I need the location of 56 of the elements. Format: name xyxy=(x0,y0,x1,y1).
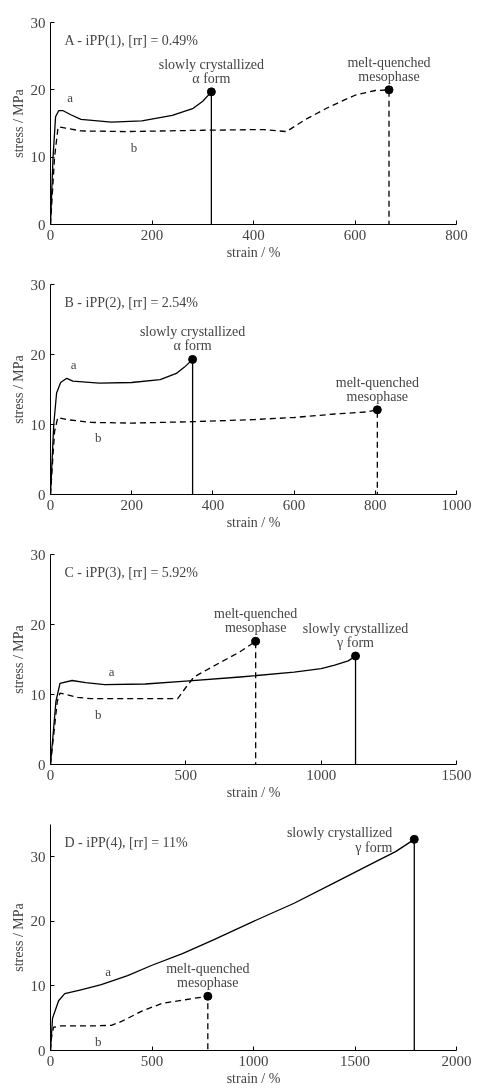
x-tick-label: 600 xyxy=(343,226,367,243)
x-tick-label: 800 xyxy=(364,496,387,513)
annotation: melt-quenched mesophase xyxy=(335,374,419,404)
series-label: b xyxy=(130,139,138,155)
x-tick-label: 1500 xyxy=(340,1052,370,1069)
y-tick-label: 20 xyxy=(30,616,46,633)
series-label: a xyxy=(70,357,77,373)
x-axis-title: strain / % xyxy=(226,1070,281,1086)
y-axis-title: stress / MPa xyxy=(10,624,26,694)
series-label: a xyxy=(105,963,112,979)
x-tick-label: 200 xyxy=(120,496,143,513)
series-label: a xyxy=(108,663,115,679)
text: A - iPP(1), [rr] = 0.49% xyxy=(64,32,199,49)
x-tick-label: 2000 xyxy=(441,1052,472,1069)
x-tick-label: 500 xyxy=(140,1052,164,1069)
x-tick-label: 800 xyxy=(445,226,468,243)
x-tick-label: 500 xyxy=(174,766,198,783)
y-axis-title: stress / MPa xyxy=(10,354,26,424)
x-tick-label: 1000 xyxy=(306,766,337,783)
x-axis-title: strain / % xyxy=(226,514,281,530)
y-tick-label: 10 xyxy=(30,977,46,994)
x-tick-label: 400 xyxy=(242,226,265,243)
x-axis-title: strain / % xyxy=(226,784,281,800)
y-tick-label: 10 xyxy=(30,416,46,433)
y-tick-label: 20 xyxy=(30,346,46,363)
y-tick-label: 20 xyxy=(30,81,46,98)
y-tick-label: 10 xyxy=(30,149,46,166)
annotation: slowly crystallized α form xyxy=(139,324,246,354)
y-tick-label: 10 xyxy=(30,686,46,703)
series-label: b xyxy=(95,430,102,446)
y-axis-title: stress / MPa xyxy=(10,902,26,972)
annotation: slowly crystallized α form xyxy=(158,56,265,86)
series-label: b xyxy=(95,706,102,722)
series-label: a xyxy=(67,89,74,105)
x-axis-title: strain / % xyxy=(226,244,281,260)
text: C - iPP(3), [rr] = 5.92% xyxy=(64,564,199,581)
y-tick-label: 30 xyxy=(30,14,46,31)
annotation: melt-quenched mesophase xyxy=(214,606,298,636)
annotation: melt-quenched mesophase xyxy=(347,54,431,84)
x-tick-label: 600 xyxy=(282,496,306,513)
y-tick-label: 30 xyxy=(30,848,46,865)
y-axis-title: stress / MPa xyxy=(10,88,26,158)
y-tick-label: 30 xyxy=(30,276,46,293)
annotation: melt-quenched mesophase xyxy=(166,961,250,991)
x-tick-label: 1500 xyxy=(441,766,472,783)
series-label: b xyxy=(95,1033,102,1049)
y-tick-label: 30 xyxy=(30,546,46,563)
y-tick-label: 20 xyxy=(30,913,46,930)
x-tick-label: 400 xyxy=(201,496,225,513)
x-tick-label: 200 xyxy=(140,226,164,243)
x-tick-label: 1000 xyxy=(238,1052,269,1069)
text: D - iPP(4), [rr] = 11% xyxy=(64,834,189,851)
annotation: slowly crystallized γ form xyxy=(286,825,393,855)
annotation: slowly crystallized γ form xyxy=(302,620,409,650)
text: B - iPP(2), [rr] = 2.54% xyxy=(64,294,199,311)
x-tick-label: 1000 xyxy=(441,496,472,513)
